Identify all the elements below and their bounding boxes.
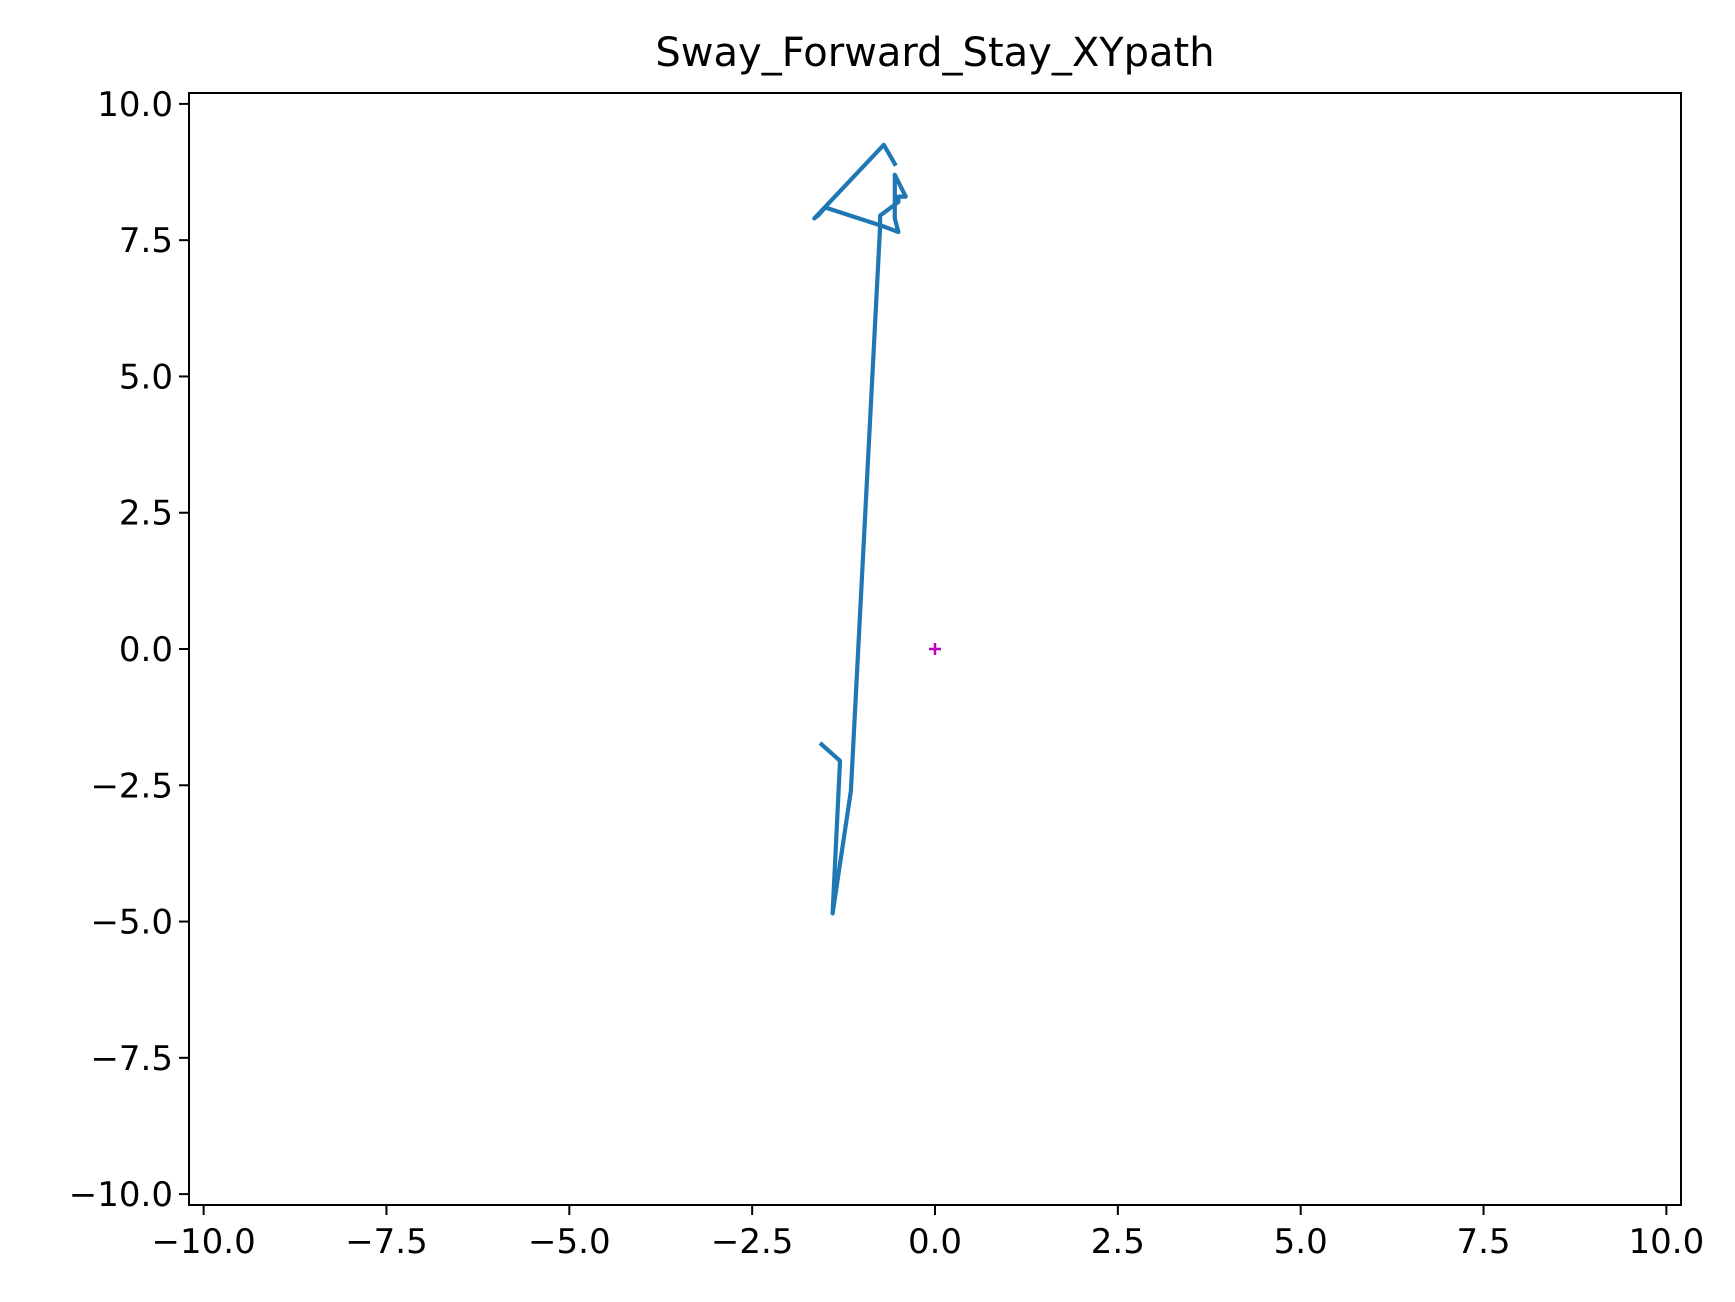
x-tick-label: 10.0 (1629, 1222, 1705, 1262)
x-tick-label: −7.5 (345, 1222, 428, 1262)
series-1-point-0 (929, 643, 941, 655)
plot-area (812, 142, 941, 916)
x-tick-label: −2.5 (711, 1222, 794, 1262)
x-tick-label: −5.0 (528, 1222, 611, 1262)
y-tick-label: 2.5 (119, 494, 173, 534)
x-tick-label: −10.0 (152, 1222, 256, 1262)
y-tick-label: −7.5 (90, 1039, 173, 1079)
y-tick-label: 7.5 (119, 221, 173, 261)
y-tick-label: −10.0 (69, 1175, 173, 1215)
chart-title: Sway_Forward_Stay_XYpath (655, 30, 1214, 76)
axes: −10.0 −7.5 −5.0 −2.5 0.0 2.5 5.0 7.5 10.0 10.0 7.5… (69, 85, 1704, 1262)
y-tick-label: 5.0 (119, 357, 173, 397)
x-tick-label: 7.5 (1456, 1222, 1510, 1262)
series-0-line (812, 142, 908, 916)
x-tick-label: 5.0 (1274, 1222, 1328, 1262)
y-tick-label: −2.5 (90, 766, 173, 806)
y-tick-label: 0.0 (119, 630, 173, 670)
x-tick-label: 2.5 (1091, 1222, 1145, 1262)
y-tick-label: 10.0 (97, 85, 173, 125)
x-tick-label: 0.0 (908, 1222, 962, 1262)
y-tick-label: −5.0 (90, 903, 173, 943)
